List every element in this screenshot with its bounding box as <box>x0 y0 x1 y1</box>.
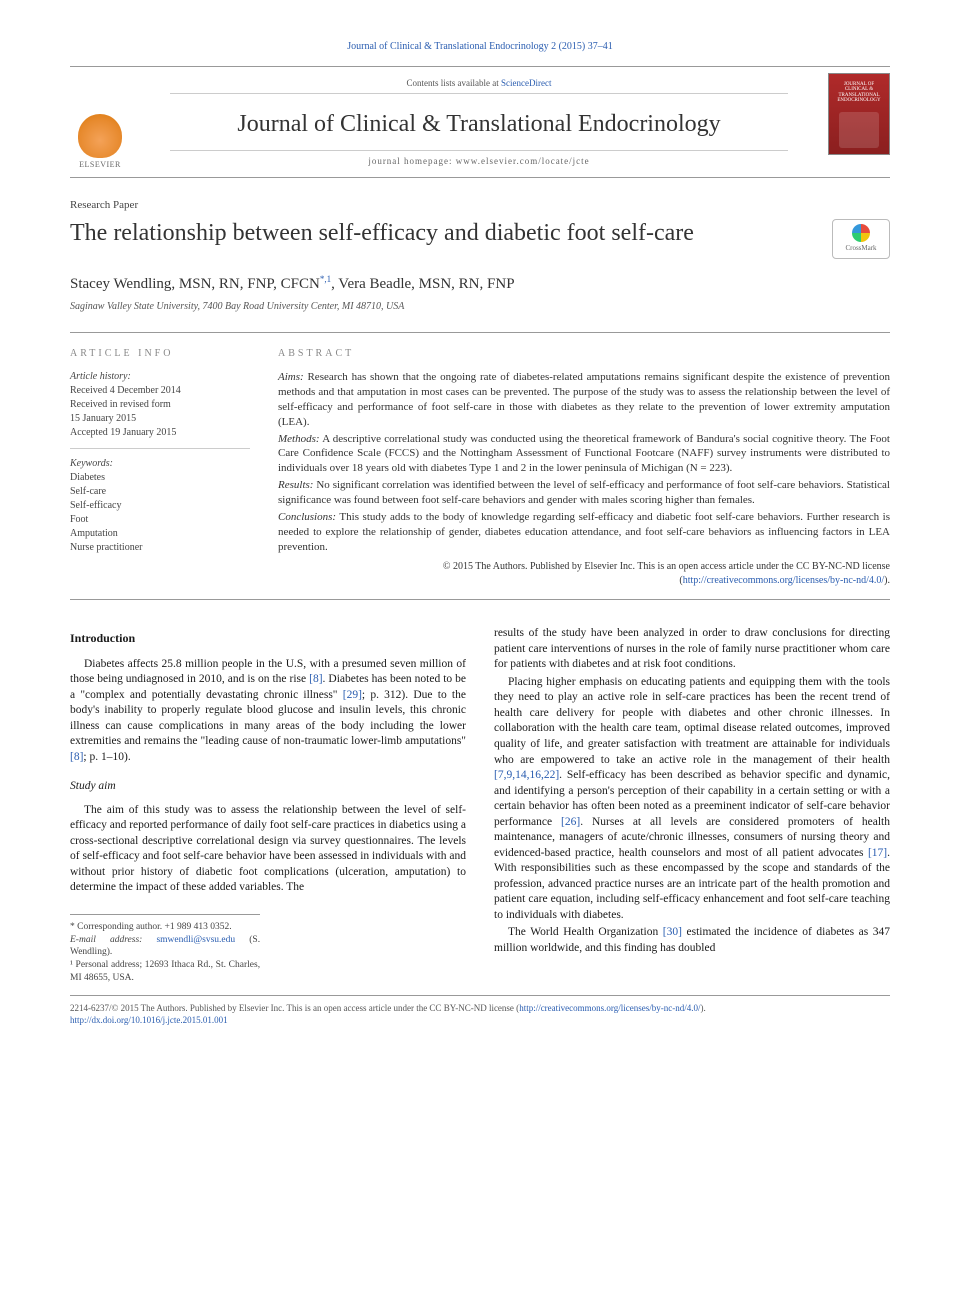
elsevier-tree-icon <box>78 114 122 158</box>
article-history: Article history: Received 4 December 201… <box>70 370 250 449</box>
homepage-label: journal homepage: <box>368 156 455 166</box>
title-row: The relationship between self-efficacy a… <box>70 219 890 259</box>
abstract-copyright: © 2015 The Authors. Published by Elsevie… <box>278 560 890 587</box>
meta-abstract-row: ARTICLE INFO Article history: Received 4… <box>70 332 890 601</box>
personal-address: ¹ Personal address; 12693 Ithaca Rd., St… <box>70 959 260 985</box>
col2-para-1: results of the study have been analyzed … <box>494 626 890 673</box>
col2-para-2: Placing higher emphasis on educating pat… <box>494 675 890 923</box>
masthead: ELSEVIER Contents lists available at Sci… <box>70 66 890 179</box>
cover-art-icon <box>839 112 879 148</box>
page: Journal of Clinical & Translational Endo… <box>0 0 960 1056</box>
col2-para-3: The World Health Organization [30] estim… <box>494 925 890 956</box>
cover-title-text: JOURNAL OFCLINICAL &TRANSLATIONALENDOCRI… <box>837 82 880 104</box>
citation-link[interactable]: [17] <box>868 847 887 859</box>
body-text: The World Health Organization <box>508 926 663 938</box>
abs-conclusions: This study adds to the body of knowledge… <box>278 511 890 553</box>
intro-para-1: Diabetes affects 25.8 million people in … <box>70 657 466 766</box>
crossmark-label: CrossMark <box>845 244 876 253</box>
body-columns: Introduction Diabetes affects 25.8 milli… <box>70 626 890 984</box>
publisher-name: ELSEVIER <box>79 160 121 171</box>
history-received: Received 4 December 2014 <box>70 384 250 398</box>
homepage-line: journal homepage: www.elsevier.com/locat… <box>170 150 788 171</box>
cc-license-link[interactable]: http://creativecommons.org/licenses/by-n… <box>683 575 884 586</box>
keyword: Diabetes <box>70 471 250 485</box>
article-info-column: ARTICLE INFO Article history: Received 4… <box>70 347 250 588</box>
abs-copy-close: ). <box>884 575 890 586</box>
body-text: ; p. 1–10). <box>83 751 130 763</box>
homepage-url[interactable]: www.elsevier.com/locate/jcte <box>456 156 590 166</box>
aim-para: The aim of this study was to assess the … <box>70 803 466 896</box>
article-type: Research Paper <box>70 198 890 213</box>
history-revised-2: 15 January 2015 <box>70 412 250 426</box>
citation-link[interactable]: [8] <box>309 673 322 685</box>
article-info-heading: ARTICLE INFO <box>70 347 250 361</box>
email-label: E-mail address: <box>70 935 156 945</box>
abstract-text: Aims: Research has shown that the ongoin… <box>278 370 890 554</box>
body-text: Placing higher emphasis on educating pat… <box>494 676 890 766</box>
email-line: E-mail address: smwendli@svsu.edu (S. We… <box>70 934 260 960</box>
masthead-center: Contents lists available at ScienceDirec… <box>140 73 818 172</box>
citation-link[interactable]: [7,9,14,16,22] <box>494 769 559 781</box>
author-email-link[interactable]: smwendli@svsu.edu <box>156 935 235 945</box>
citation-link[interactable]: [30] <box>663 926 682 938</box>
abstract-column: ABSTRACT Aims: Research has shown that t… <box>278 347 890 588</box>
article-title: The relationship between self-efficacy a… <box>70 219 812 248</box>
corresponding-author: * Corresponding author. +1 989 413 0352. <box>70 921 260 934</box>
citation-link[interactable]: [29] <box>343 689 362 701</box>
publisher-logo: ELSEVIER <box>70 73 130 172</box>
sciencedirect-link[interactable]: ScienceDirect <box>501 78 551 88</box>
keyword: Amputation <box>70 527 250 541</box>
keyword: Self-care <box>70 485 250 499</box>
contents-prefix: Contents lists available at <box>407 78 501 88</box>
author-1: Stacey Wendling, MSN, RN, FNP, CFCN <box>70 276 320 292</box>
footer-copyright: 2214-6237/© 2015 The Authors. Published … <box>70 1003 519 1013</box>
history-revised-1: Received in revised form <box>70 398 250 412</box>
keywords-block: Keywords: Diabetes Self-care Self-effica… <box>70 457 250 563</box>
keyword: Foot <box>70 513 250 527</box>
abs-methods: A descriptive correlational study was co… <box>278 433 890 475</box>
citation-link[interactable]: [8] <box>70 751 83 763</box>
abs-methods-label: Methods: <box>278 433 320 445</box>
intro-heading: Introduction <box>70 630 466 646</box>
history-label: Article history: <box>70 370 250 384</box>
abs-conclusions-label: Conclusions: <box>278 511 336 523</box>
history-accepted: Accepted 19 January 2015 <box>70 426 250 440</box>
journal-cover-thumbnail: JOURNAL OFCLINICAL &TRANSLATIONALENDOCRI… <box>828 73 890 155</box>
abs-results: No significant correlation was identifie… <box>278 479 890 506</box>
crossmark-badge[interactable]: CrossMark <box>832 219 890 259</box>
keyword: Self-efficacy <box>70 499 250 513</box>
contents-line: Contents lists available at ScienceDirec… <box>170 73 788 94</box>
abs-aims: Research has shown that the ongoing rate… <box>278 371 890 428</box>
abs-aims-label: Aims: <box>278 371 304 383</box>
citation-header: Journal of Clinical & Translational Endo… <box>70 40 890 54</box>
affiliation: Saginaw Valley State University, 7400 Ba… <box>70 300 890 314</box>
citation-link[interactable]: [26] <box>561 816 580 828</box>
journal-name: Journal of Clinical & Translational Endo… <box>140 94 818 150</box>
doi-link[interactable]: http://dx.doi.org/10.1016/j.jcte.2015.01… <box>70 1015 228 1025</box>
authors: Stacey Wendling, MSN, RN, FNP, CFCN*,1, … <box>70 273 890 294</box>
footnotes: * Corresponding author. +1 989 413 0352.… <box>70 914 260 985</box>
page-footer: 2214-6237/© 2015 The Authors. Published … <box>70 995 890 1026</box>
author-1-sup[interactable]: *,1 <box>320 274 331 284</box>
keyword: Nurse practitioner <box>70 541 250 555</box>
abs-results-label: Results: <box>278 479 313 491</box>
footer-copyright-close: ). <box>700 1003 705 1013</box>
crossmark-icon <box>852 224 870 242</box>
keywords-label: Keywords: <box>70 457 250 471</box>
footer-cc-link[interactable]: http://creativecommons.org/licenses/by-n… <box>519 1003 700 1013</box>
abstract-heading: ABSTRACT <box>278 347 890 361</box>
study-aim-heading: Study aim <box>70 779 466 795</box>
author-2: , Vera Beadle, MSN, RN, FNP <box>331 276 514 292</box>
